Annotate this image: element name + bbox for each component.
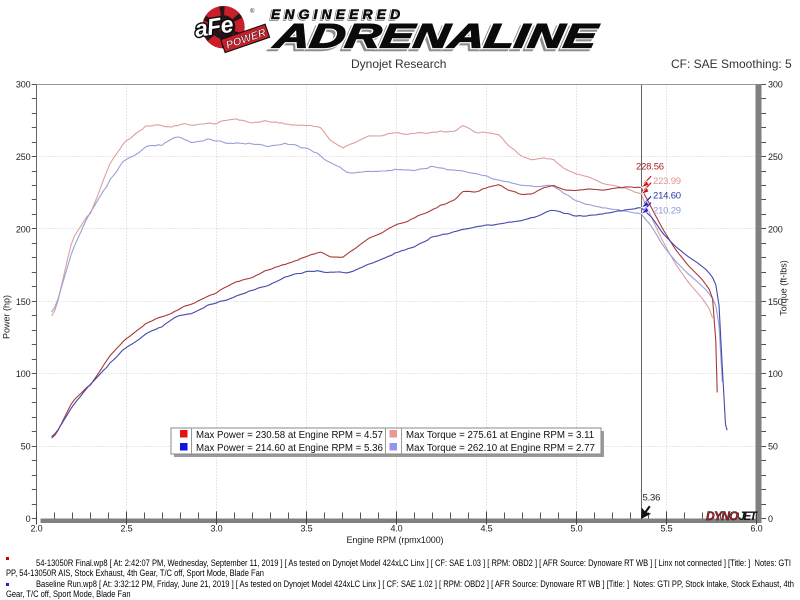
svg-text:6.0: 6.0 [750, 524, 762, 534]
svg-text:ADRENALINE: ADRENALINE [271, 17, 602, 55]
svg-text:5.5: 5.5 [660, 524, 672, 534]
svg-text:0: 0 [768, 514, 773, 524]
svg-text:DYNO: DYNO [706, 509, 739, 523]
svg-text:228.56: 228.56 [636, 162, 664, 173]
svg-text:Torque (ft-lbs): Torque (ft-lbs) [779, 260, 789, 316]
svg-text:150: 150 [16, 297, 31, 307]
svg-text:2.5: 2.5 [120, 524, 132, 534]
svg-text:Power (hp): Power (hp) [2, 295, 12, 339]
svg-text:®: ® [250, 8, 255, 15]
svg-text:300: 300 [16, 80, 31, 90]
svg-text:JET: JET [739, 509, 759, 523]
svg-text:200: 200 [768, 224, 783, 234]
svg-text:ADRENALINE: ADRENALINE [268, 20, 599, 58]
svg-text:250: 250 [16, 152, 31, 162]
svg-text:Max Power = 230.58 at Engine R: Max Power = 230.58 at Engine RPM = 4.57 [196, 430, 383, 441]
svg-text:4.5: 4.5 [480, 524, 492, 534]
svg-text:50: 50 [768, 442, 778, 452]
svg-text:214.60: 214.60 [653, 191, 681, 202]
svg-text:Max Torque = 262.10 at Engine: Max Torque = 262.10 at Engine RPM = 2.77 [406, 443, 595, 454]
svg-text:ENGINEERED: ENGINEERED [270, 7, 401, 23]
svg-text:ENGINEERED: ENGINEERED [271, 6, 402, 22]
svg-text:Engine RPM (rpmx1000): Engine RPM (rpmx1000) [347, 535, 444, 545]
svg-text:5.0: 5.0 [570, 524, 582, 534]
svg-text:150: 150 [768, 297, 783, 307]
svg-text:5.36: 5.36 [643, 493, 661, 504]
svg-text:210.29: 210.29 [653, 206, 681, 217]
svg-text:0: 0 [26, 514, 31, 524]
svg-text:Max Power = 214.60 at Engine R: Max Power = 214.60 at Engine RPM = 5.36 [196, 443, 383, 454]
svg-text:200: 200 [16, 224, 31, 234]
svg-text:ENGINEERED: ENGINEERED [271, 6, 402, 22]
svg-text:3.0: 3.0 [210, 524, 222, 534]
svg-text:aFe: aFe [193, 11, 235, 42]
svg-text:300: 300 [768, 80, 783, 90]
svg-text:223.99: 223.99 [653, 176, 681, 187]
svg-text:4.0: 4.0 [390, 524, 402, 534]
svg-text:100: 100 [16, 369, 31, 379]
svg-text:3.5: 3.5 [300, 524, 312, 534]
svg-text:50: 50 [21, 442, 31, 452]
svg-text:ADRENALINE: ADRENALINE [271, 17, 602, 55]
svg-text:2.0: 2.0 [30, 524, 42, 534]
svg-text:Max Torque = 275.61 at Engine: Max Torque = 275.61 at Engine RPM = 3.11 [406, 430, 594, 441]
svg-text:250: 250 [768, 152, 783, 162]
svg-text:100: 100 [768, 369, 783, 379]
